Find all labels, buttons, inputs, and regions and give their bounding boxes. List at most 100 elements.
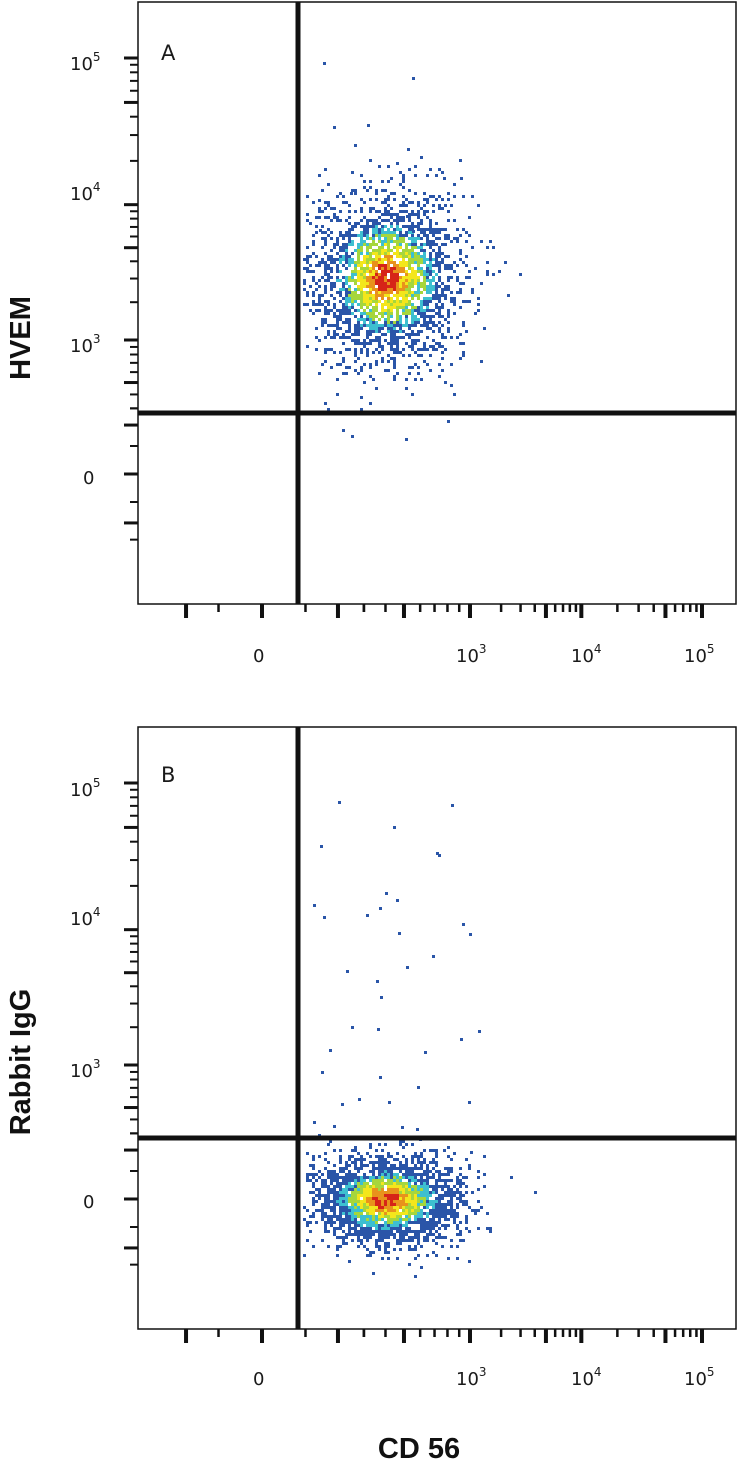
panel-a-event-dot	[336, 216, 339, 219]
panel-a-event-dot	[348, 243, 351, 246]
panel-a-event-dot	[324, 261, 327, 264]
panel-a-event-dot	[315, 303, 318, 306]
panel-a-event-dot	[405, 378, 408, 381]
panel-a-event-dot	[390, 321, 393, 324]
panel-a-event-dot	[393, 378, 396, 381]
panel-a-event-dot	[339, 234, 342, 237]
panel-a-event-dot	[366, 258, 369, 261]
panel-a-event-dot	[354, 288, 357, 291]
panel-b-event-dot	[366, 1191, 369, 1194]
panel-b-event-dot	[375, 1197, 378, 1200]
panel-a-event-dot	[348, 231, 351, 234]
panel-b-event-dot	[414, 1155, 417, 1158]
panel-a-event-dot	[462, 342, 465, 345]
panel-a-event-dot	[417, 285, 420, 288]
panel-a-event-dot	[387, 219, 390, 222]
panel-a-event-dot	[375, 300, 378, 303]
panel-a-event-dot	[423, 345, 426, 348]
panel-b-event-dot	[447, 1209, 450, 1212]
panel-b-event-dot	[369, 1185, 372, 1188]
panel-a-event-dot	[342, 312, 345, 315]
panel-b-event-dot	[402, 1173, 405, 1176]
panel-b-event-dot	[420, 1245, 423, 1248]
panel-a-event-dot	[402, 294, 405, 297]
panel-a-event-dot	[333, 261, 336, 264]
panel-a-event-dot	[435, 324, 438, 327]
panel-a-event-dot	[306, 294, 309, 297]
panel-a-event-dot	[348, 309, 351, 312]
panel-b-event-dot	[351, 1191, 354, 1194]
panel-b-outlier-dot	[438, 854, 441, 857]
panel-a-event-dot	[312, 252, 315, 255]
panel-b-event-dot	[369, 1197, 372, 1200]
panel-a-event-dot	[420, 258, 423, 261]
panel-a-event-dot	[369, 324, 372, 327]
panel-a-event-dot	[393, 219, 396, 222]
panel-a-event-dot	[411, 282, 414, 285]
panel-b-event-dot	[351, 1221, 354, 1224]
panel-b-event-dot	[420, 1200, 423, 1203]
panel-a-event-dot	[450, 297, 453, 300]
panel-b-event-dot	[372, 1209, 375, 1212]
panel-a-event-dot	[375, 339, 378, 342]
panel-a-event-dot	[315, 327, 318, 330]
panel-a-event-dot	[438, 252, 441, 255]
panel-a-event-dot	[399, 318, 402, 321]
panel-a-event-dot	[375, 315, 378, 318]
panel-b-event-dot	[387, 1224, 390, 1227]
panel-a-event-dot	[357, 303, 360, 306]
panel-a-event-dot	[381, 249, 384, 252]
panel-a-event-dot	[348, 297, 351, 300]
panel-a-event-dot	[345, 261, 348, 264]
panel-a-event-dot	[366, 189, 369, 192]
panel-a-event-dot	[327, 258, 330, 261]
panel-a-event-dot	[330, 237, 333, 240]
panel-b-event-dot	[402, 1206, 405, 1209]
panel-b-event-dot	[456, 1176, 459, 1179]
panel-a-event-dot	[318, 285, 321, 288]
panel-a-event-dot	[384, 300, 387, 303]
panel-a-event-dot	[321, 276, 324, 279]
panel-b-event-dot	[390, 1191, 393, 1194]
panel-a-ytick-label-2-base: 10	[70, 184, 93, 205]
panel-a-event-dot	[399, 243, 402, 246]
panel-b-event-dot	[366, 1194, 369, 1197]
panel-b-event-dot	[375, 1179, 378, 1182]
panel-b-event-dot	[375, 1188, 378, 1191]
panel-a-event-dot	[363, 363, 366, 366]
panel-a-event-dot	[432, 249, 435, 252]
panel-a-event-dot	[327, 255, 330, 258]
panel-b-event-dot	[396, 1200, 399, 1203]
panel-b-event-dot	[351, 1206, 354, 1209]
panel-b-event-dot	[372, 1167, 375, 1170]
panel-b-event-dot	[456, 1212, 459, 1215]
panel-b-outlier-dot	[470, 1151, 473, 1154]
panel-b-event-dot	[390, 1224, 393, 1227]
panel-a-event-dot	[417, 252, 420, 255]
panel-b-event-dot	[426, 1182, 429, 1185]
panel-a-event-dot	[402, 210, 405, 213]
panel-b-event-dot	[441, 1173, 444, 1176]
panel-a-event-dot	[405, 264, 408, 267]
panel-b-event-dot	[312, 1212, 315, 1215]
panel-a-event-dot	[402, 219, 405, 222]
panel-b-outlier-dot	[406, 966, 409, 969]
panel-b-event-dot	[417, 1221, 420, 1224]
panel-b-event-dot	[369, 1230, 372, 1233]
panel-a-event-dot	[411, 312, 414, 315]
panel-b-event-dot	[426, 1224, 429, 1227]
panel-a-event-dot	[399, 300, 402, 303]
panel-a-event-dot	[396, 339, 399, 342]
panel-a-event-dot	[414, 294, 417, 297]
panel-a-event-dot	[360, 324, 363, 327]
panel-a-event-dot	[375, 189, 378, 192]
panel-a-event-dot	[453, 261, 456, 264]
panel-a-event-dot	[420, 237, 423, 240]
panel-a-event-dot	[360, 306, 363, 309]
panel-a-event-dot	[351, 252, 354, 255]
panel-a-event-dot	[387, 360, 390, 363]
panel-b-event-dot	[456, 1191, 459, 1194]
panel-b-event-dot	[402, 1236, 405, 1239]
panel-a-event-dot	[336, 219, 339, 222]
panel-b-event-dot	[444, 1167, 447, 1170]
